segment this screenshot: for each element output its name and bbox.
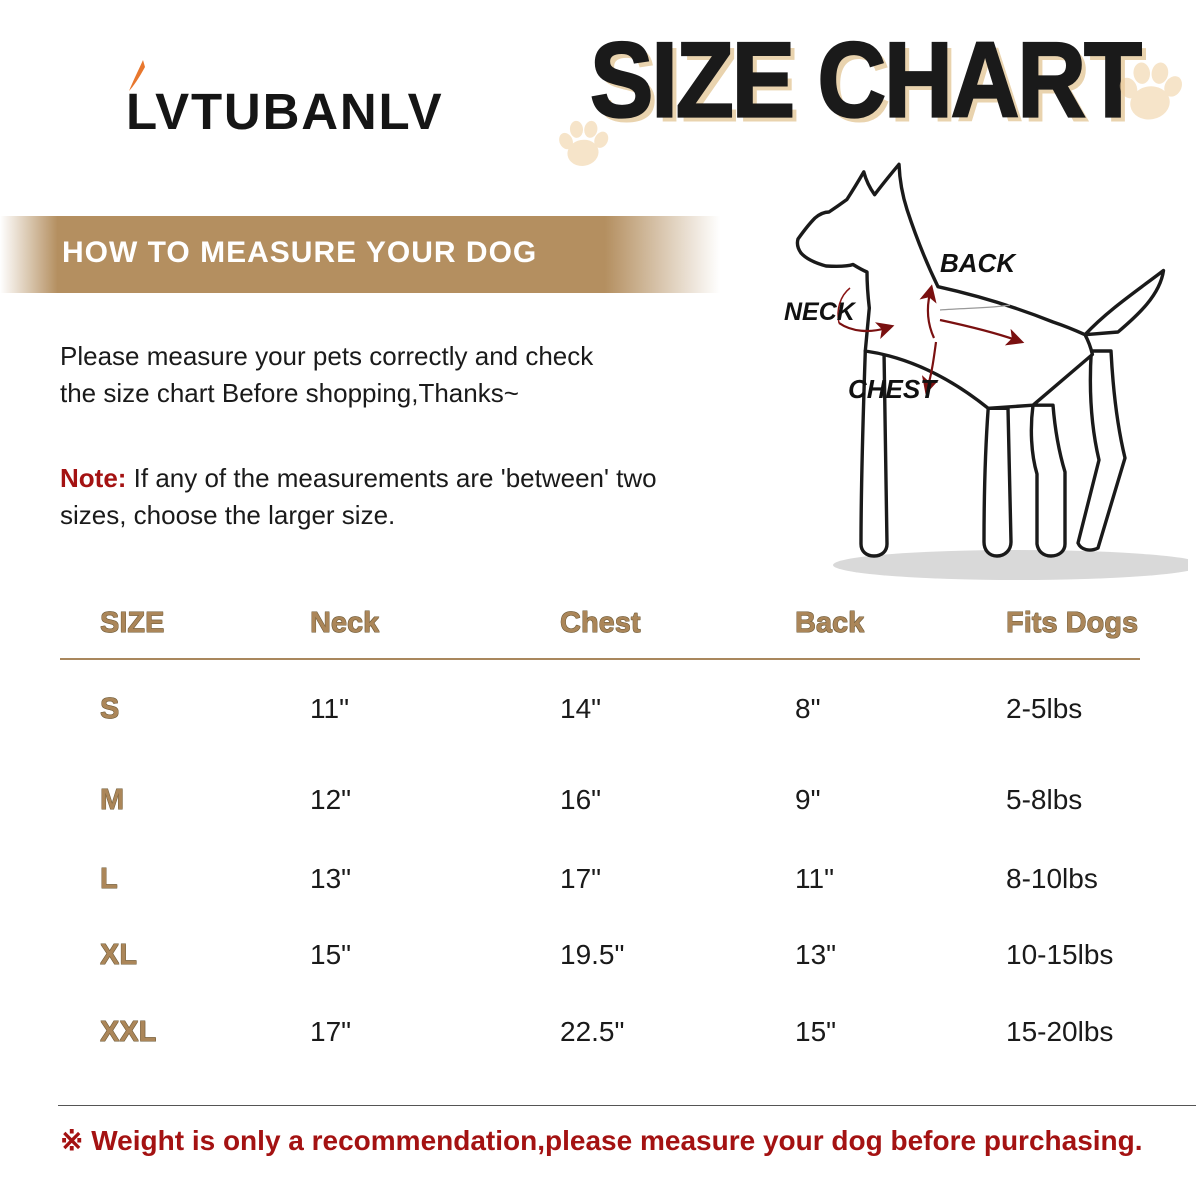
- svg-text:CHEST: CHEST: [848, 374, 938, 404]
- svg-text:BACK: BACK: [940, 248, 1017, 278]
- svg-text:SIZE CHART: SIZE CHART: [590, 22, 1141, 138]
